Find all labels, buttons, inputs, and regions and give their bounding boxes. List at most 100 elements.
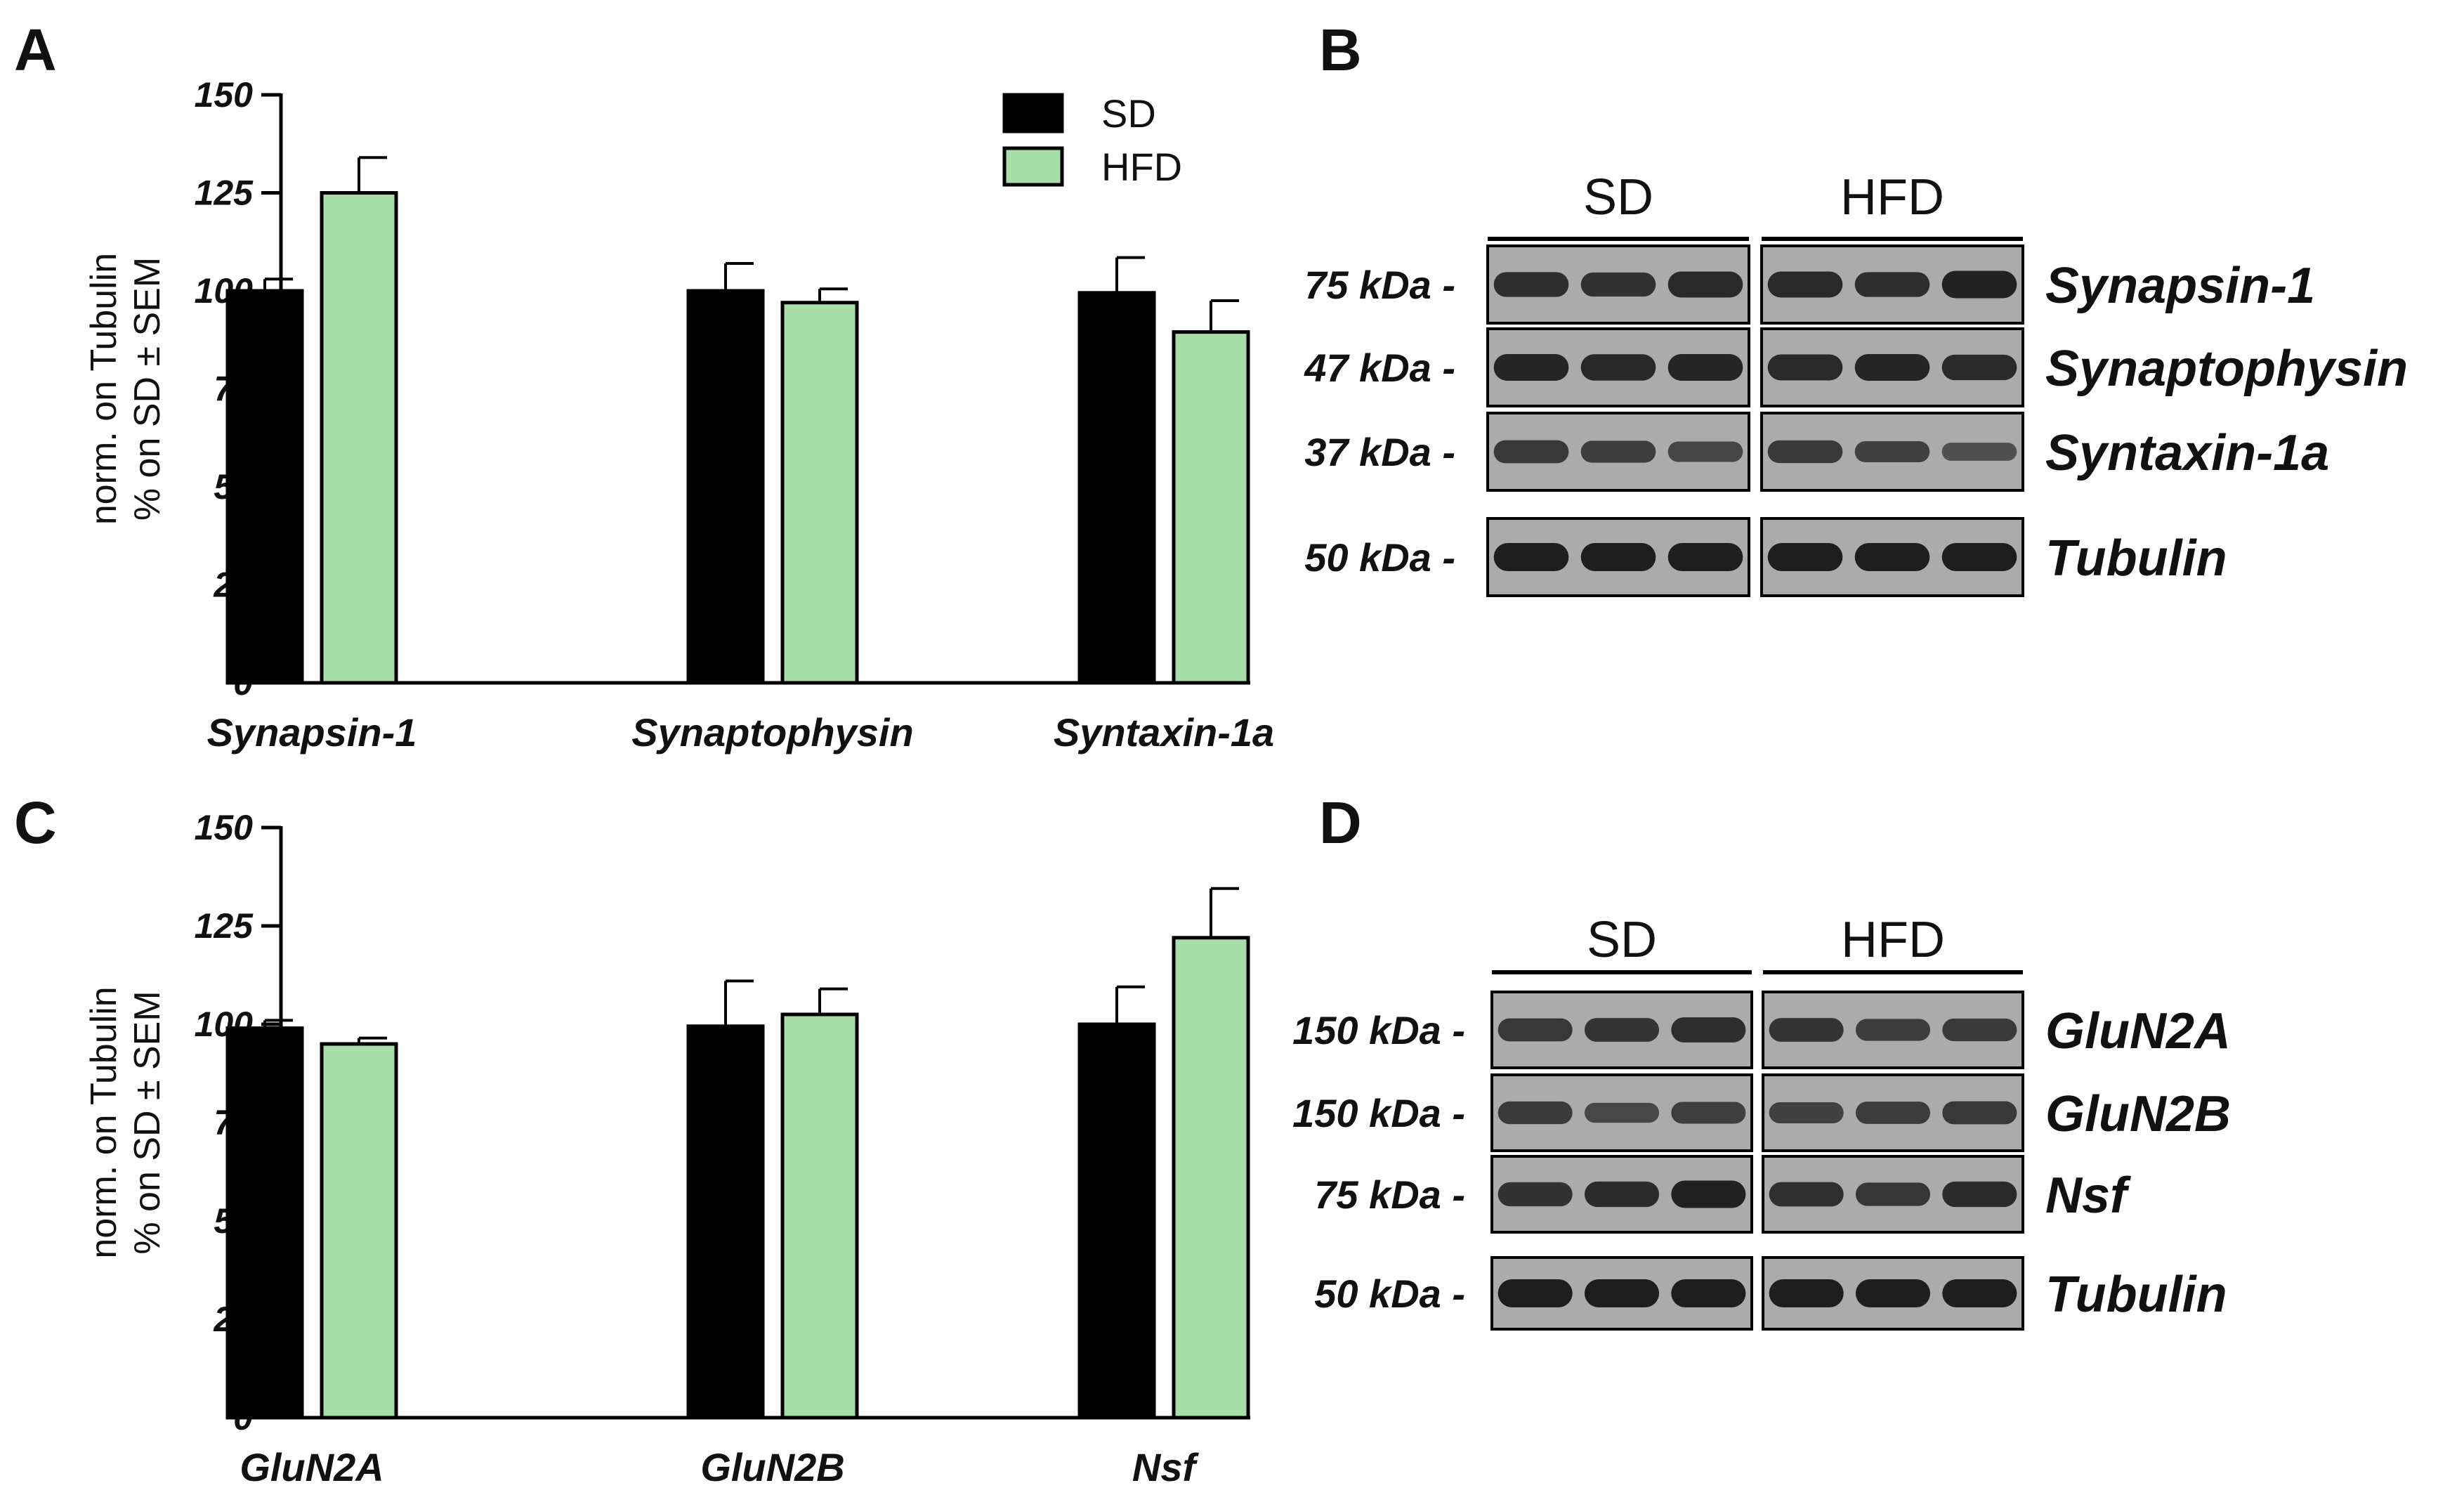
category-label-a: Synaptophysin xyxy=(631,710,913,754)
blot-band-glun2a xyxy=(1498,1018,1573,1042)
y-tick-label-a: 125 xyxy=(195,174,254,213)
blot-band-glun2b xyxy=(1671,1102,1746,1124)
blot-band-tubulin xyxy=(1580,543,1656,571)
blot-band-glun2b xyxy=(1855,1102,1931,1124)
blot-band-tubulin xyxy=(1854,543,1930,571)
blot-band-synapsin-1 xyxy=(1767,271,1843,298)
blot-band-synapsin-1 xyxy=(1941,270,2017,299)
blot-panel-d: SD HFD 150 kDa - GluN2A 150 kDa - GluN2B 75 kD… xyxy=(1292,912,2231,1331)
y-axis-label-c: norm. on Tubulin% on SD ± SEM xyxy=(84,986,168,1258)
protein-label-glun2b: GluN2B xyxy=(2045,1086,2231,1142)
bar-hfd-synaptophysin xyxy=(780,301,859,685)
chart-panel-c: 0255075100125150norm. on Tubulin% on SD … xyxy=(84,808,1250,1489)
blot-band-syntaxin-1a xyxy=(1667,441,1743,462)
bar-hfd-glun2a xyxy=(320,1042,398,1420)
blot-band-tubulin xyxy=(1767,543,1843,571)
blot-band-nsf xyxy=(1769,1182,1844,1207)
protein-label-nsf: Nsf xyxy=(2045,1168,2131,1224)
blot-band-synapsin-1 xyxy=(1493,272,1569,297)
blot-band-nsf xyxy=(1671,1180,1746,1208)
bar-sd-syntaxin-1a xyxy=(1077,291,1156,685)
blot-band-glun2b xyxy=(1769,1102,1844,1124)
blot-band-glun2a xyxy=(1942,1018,2017,1042)
blot-band-synapsin-1 xyxy=(1667,271,1743,298)
bar-hfd-glun2b xyxy=(780,1012,859,1420)
blot-band-synaptophysin xyxy=(1493,354,1569,381)
blot-band-glun2a xyxy=(1855,1019,1931,1041)
y-axis-label-line-a: % on SD ± SEM xyxy=(127,257,168,521)
protein-label-tubulin: Tubulin xyxy=(2045,1267,2227,1323)
panel-letter-d: D xyxy=(1319,790,1362,856)
blot-band-tubulin xyxy=(1671,1279,1746,1307)
kda-label-b: 47 kDa - xyxy=(1304,346,1455,390)
y-tick-label-c: 125 xyxy=(195,906,254,946)
category-label-a: Syntaxin-1a xyxy=(1054,710,1274,754)
category-label-c: GluN2A xyxy=(240,1445,384,1489)
blot-band-tubulin xyxy=(1855,1279,1931,1307)
bar-hfd-nsf xyxy=(1172,936,1250,1420)
y-tick-label-c: 150 xyxy=(195,808,254,847)
blot-group-label-sd: SD xyxy=(1583,169,1653,226)
blot-band-glun2a xyxy=(1769,1018,1844,1042)
blot-group-label-hfd: HFD xyxy=(1841,912,1945,968)
bar-sd-glun2a xyxy=(225,1026,304,1420)
blot-band-tubulin xyxy=(1498,1279,1573,1307)
blot-band-glun2b xyxy=(1942,1101,2017,1125)
legend-swatch-sd xyxy=(1002,93,1064,133)
blot-band-tubulin xyxy=(1942,1279,2017,1307)
kda-label-d: 75 kDa - xyxy=(1314,1172,1465,1217)
protein-label-tubulin: Tubulin xyxy=(2045,530,2227,587)
bar-sd-glun2b xyxy=(686,1024,765,1420)
blot-band-syntaxin-1a xyxy=(1580,440,1656,463)
kda-label-d: 50 kDa - xyxy=(1314,1272,1465,1316)
bar-sd-synapsin-1 xyxy=(225,289,304,685)
protein-label-synapsin-1: Synapsin-1 xyxy=(2045,258,2315,314)
blot-band-glun2a xyxy=(1671,1017,1746,1043)
y-axis-label-a: norm. on Tubulin% on SD ± SEM xyxy=(84,253,168,525)
category-label-c: Nsf xyxy=(1132,1445,1200,1489)
blot-group-label-sd: SD xyxy=(1587,912,1657,968)
blot-band-syntaxin-1a xyxy=(1854,440,1930,463)
blot-band-synaptophysin xyxy=(1580,354,1656,381)
panel-letter-a: A xyxy=(14,17,57,83)
blot-band-synaptophysin xyxy=(1767,354,1843,381)
blot-band-glun2b xyxy=(1584,1102,1660,1123)
y-axis-label-line-c: % on SD ± SEM xyxy=(127,991,168,1254)
blot-band-nsf xyxy=(1855,1182,1931,1206)
category-label-c: GluN2B xyxy=(700,1445,844,1489)
blot-band-tubulin xyxy=(1667,543,1743,571)
blot-band-glun2b xyxy=(1498,1101,1573,1125)
chart-panel-a: 0255075100125150norm. on Tubulin% on SD … xyxy=(84,75,1274,754)
blot-band-syntaxin-1a xyxy=(1767,440,1843,464)
bar-hfd-syntaxin-1a xyxy=(1172,330,1250,685)
blot-panel-b: SD HFD 75 kDa - Synapsin-1 47 kDa - Synaptoph… xyxy=(1304,169,2408,597)
kda-label-d: 150 kDa - xyxy=(1292,1008,1465,1052)
blot-band-synapsin-1 xyxy=(1580,272,1656,297)
y-tick-label-a: 150 xyxy=(195,75,254,115)
blot-group-label-hfd: HFD xyxy=(1840,169,1944,226)
blot-band-nsf xyxy=(1498,1182,1573,1207)
legend-label-hfd: HFD xyxy=(1101,145,1182,189)
blot-band-synapsin-1 xyxy=(1854,272,1930,297)
kda-label-b: 75 kDa - xyxy=(1304,263,1455,307)
protein-label-glun2a: GluN2A xyxy=(2045,1003,2231,1059)
panel-letter-b: B xyxy=(1319,17,1362,83)
y-axis-label-line-a: norm. on Tubulin xyxy=(84,253,124,525)
kda-label-b: 37 kDa - xyxy=(1304,430,1455,474)
blot-band-tubulin xyxy=(1584,1279,1660,1307)
blot-band-nsf xyxy=(1584,1181,1660,1208)
blot-band-synaptophysin xyxy=(1854,354,1930,381)
blot-band-nsf xyxy=(1942,1181,2017,1208)
blot-band-synaptophysin xyxy=(1941,354,2017,381)
protein-label-synaptophysin: Synaptophysin xyxy=(2045,341,2408,397)
category-label-a: Synapsin-1 xyxy=(207,710,417,754)
blot-band-synaptophysin xyxy=(1667,354,1743,381)
kda-label-d: 150 kDa - xyxy=(1292,1091,1465,1135)
legend-swatch-hfd xyxy=(1002,146,1064,187)
bar-hfd-synapsin-1 xyxy=(320,191,398,685)
panel-letter-c: C xyxy=(14,790,57,856)
bar-sd-synaptophysin xyxy=(686,289,765,685)
blot-band-tubulin xyxy=(1493,543,1569,571)
blot-band-syntaxin-1a xyxy=(1941,443,2017,461)
